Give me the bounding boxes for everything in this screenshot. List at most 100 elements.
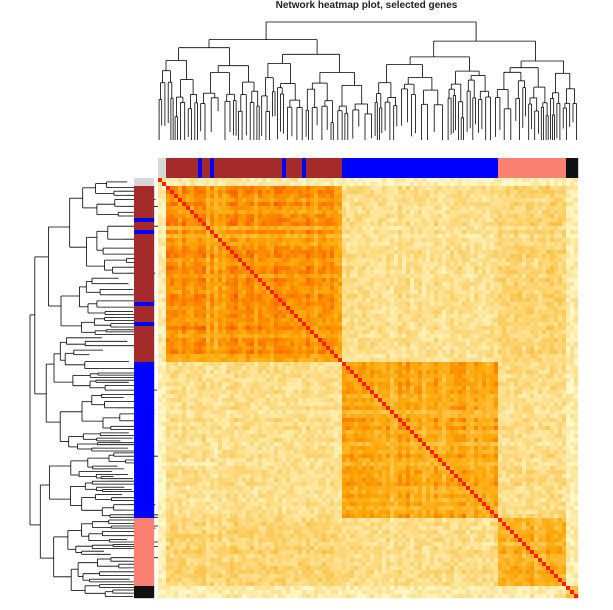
heatmap-cell [470, 286, 475, 291]
heatmap-cell [182, 298, 187, 303]
heatmap-cell [370, 286, 375, 291]
heatmap-cell [430, 314, 435, 319]
heatmap-cell [298, 194, 303, 199]
heatmap-cell [258, 266, 263, 271]
heatmap-cell [246, 298, 251, 303]
heatmap-cell [506, 298, 511, 303]
heatmap-cell [310, 306, 315, 311]
heatmap-cell [234, 294, 239, 299]
heatmap-cell [526, 238, 531, 243]
heatmap-cell [326, 218, 331, 223]
heatmap-cell [222, 274, 227, 279]
module-color-cell [134, 342, 155, 347]
heatmap-cell [418, 242, 423, 247]
heatmap-cell [386, 250, 391, 255]
heatmap-cell [546, 222, 551, 227]
heatmap-cell [166, 246, 171, 251]
heatmap-cell [278, 258, 283, 263]
heatmap-cell [302, 210, 307, 215]
heatmap-cell [230, 254, 235, 259]
heatmap-cell [198, 322, 203, 327]
heatmap-cell [394, 262, 399, 267]
heatmap-cell [266, 234, 271, 239]
heatmap-cell [222, 258, 227, 263]
heatmap-cell [338, 274, 343, 279]
heatmap-cell [302, 250, 307, 255]
heatmap-cell [574, 222, 579, 227]
heatmap-cell [486, 258, 491, 263]
heatmap-cell [430, 222, 435, 227]
heatmap-cell [178, 254, 183, 259]
heatmap-cell [410, 246, 415, 251]
heatmap-cell [450, 234, 455, 239]
heatmap-cell [406, 250, 411, 255]
heatmap-cell [426, 254, 431, 259]
heatmap-cell [162, 274, 167, 279]
heatmap-cell [246, 214, 251, 219]
heatmap-cell [454, 262, 459, 267]
heatmap-cell [458, 282, 463, 287]
heatmap-cell [546, 318, 551, 323]
heatmap-cell [514, 182, 519, 187]
heatmap-cell [234, 250, 239, 255]
heatmap-cell [274, 274, 279, 279]
heatmap-cell [166, 238, 171, 243]
heatmap-cell [378, 262, 383, 267]
heatmap-cell [338, 238, 343, 243]
heatmap-cell [362, 302, 367, 307]
heatmap-cell [270, 266, 275, 271]
module-color-cell [134, 278, 155, 283]
heatmap-cell [426, 238, 431, 243]
heatmap-cell [302, 254, 307, 259]
heatmap-cell [302, 186, 307, 191]
heatmap-cell [262, 222, 267, 227]
heatmap-cell [206, 218, 211, 223]
heatmap-cell [490, 270, 495, 275]
heatmap-cell [210, 250, 215, 255]
heatmap-cell [554, 270, 559, 275]
heatmap-cell [502, 310, 507, 315]
heatmap-cell [302, 190, 307, 195]
heatmap-cell [182, 270, 187, 275]
heatmap-cell [218, 242, 223, 247]
heatmap-cell [502, 186, 507, 191]
heatmap-cell [222, 238, 227, 243]
heatmap-cell [422, 186, 427, 191]
heatmap-cell [258, 254, 263, 259]
heatmap-cell [310, 242, 315, 247]
module-color-cell [134, 386, 155, 391]
heatmap-cell [418, 238, 423, 243]
heatmap-cell [314, 214, 319, 219]
heatmap-cell [546, 194, 551, 199]
heatmap-cell [158, 226, 163, 231]
heatmap-cell [466, 194, 471, 199]
heatmap-cell [206, 306, 211, 311]
heatmap-cell [174, 190, 179, 195]
heatmap-cell [218, 230, 223, 235]
heatmap-cell [562, 266, 567, 271]
heatmap-cell [306, 290, 311, 295]
heatmap-cell [266, 246, 271, 251]
heatmap-cell [174, 322, 179, 327]
heatmap-cell [498, 270, 503, 275]
heatmap-cell [238, 274, 243, 279]
heatmap-cell [190, 298, 195, 303]
heatmap-cell [482, 186, 487, 191]
heatmap-cell [490, 234, 495, 239]
heatmap-cell [258, 302, 263, 307]
heatmap-cell [170, 326, 175, 331]
heatmap-cell [506, 250, 511, 255]
heatmap-cell [522, 298, 527, 303]
heatmap-cell [210, 218, 215, 223]
heatmap-cell [402, 206, 407, 211]
heatmap-cell [518, 294, 523, 299]
heatmap-cell [326, 294, 331, 299]
heatmap-cell [454, 318, 459, 323]
module-color-cell [258, 158, 263, 179]
heatmap-cell [418, 278, 423, 283]
heatmap-cell [262, 202, 267, 207]
module-color-cell [310, 158, 315, 179]
heatmap-cell [514, 194, 519, 199]
heatmap-cell [526, 186, 531, 191]
heatmap-cell [166, 206, 171, 211]
